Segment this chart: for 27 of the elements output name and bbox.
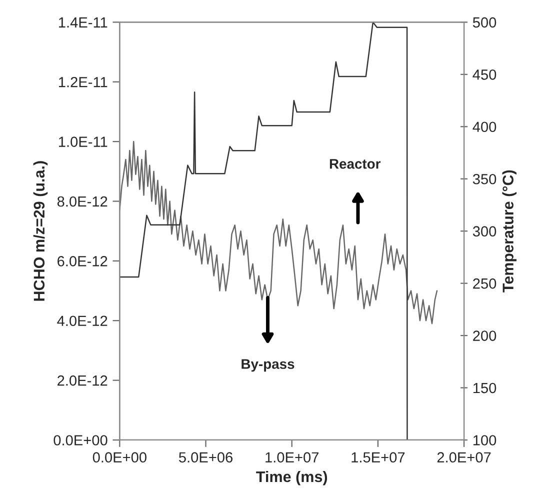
y2-tick-label: 300 (472, 226, 496, 237)
y2-tick-label: 250 (473, 278, 496, 289)
y2-axis-title: Temperature (°C) (502, 170, 516, 292)
x-axis-title: Time (ms) (256, 470, 328, 486)
y-tick-label: 1.2E-11 (58, 76, 108, 88)
y-tick-label: 8.0E-12 (57, 196, 108, 207)
x-tick-label: 5.0E+06 (178, 452, 232, 463)
y-tick-label: 2.0E-12 (58, 375, 108, 386)
x-tick-label: 2.0E+07 (437, 452, 491, 463)
y2-tick-label: 200 (473, 330, 496, 341)
y2-tick-label: 400 (472, 122, 496, 132)
y-tick-label: 6.0E-12 (58, 256, 108, 266)
y-tick-label: 4.0E-12 (57, 316, 108, 326)
x-tick-label: 0.0E+00 (92, 452, 146, 463)
annotation: By-pass (242, 359, 294, 372)
y2-tick-label: 450 (472, 70, 496, 80)
y2-tick-label: 100 (473, 435, 496, 446)
y-tick-label: 1.4E-11 (58, 17, 108, 28)
y2-tick-label: 350 (472, 174, 496, 184)
y-tick-label: 1.0E-11 (58, 136, 108, 147)
y2-tick-label: 150 (473, 382, 496, 394)
y-tick-label: 0.0E+00 (54, 435, 108, 446)
annotation: Reactor (330, 159, 381, 169)
x-tick-label: 1.5E+07 (352, 452, 405, 463)
y-axis-title: HCHO m/z=29 (u.a.) (33, 161, 48, 301)
y2-tick-label: 500 (472, 17, 496, 28)
x-tick-label: 1.0E+07 (266, 452, 318, 463)
